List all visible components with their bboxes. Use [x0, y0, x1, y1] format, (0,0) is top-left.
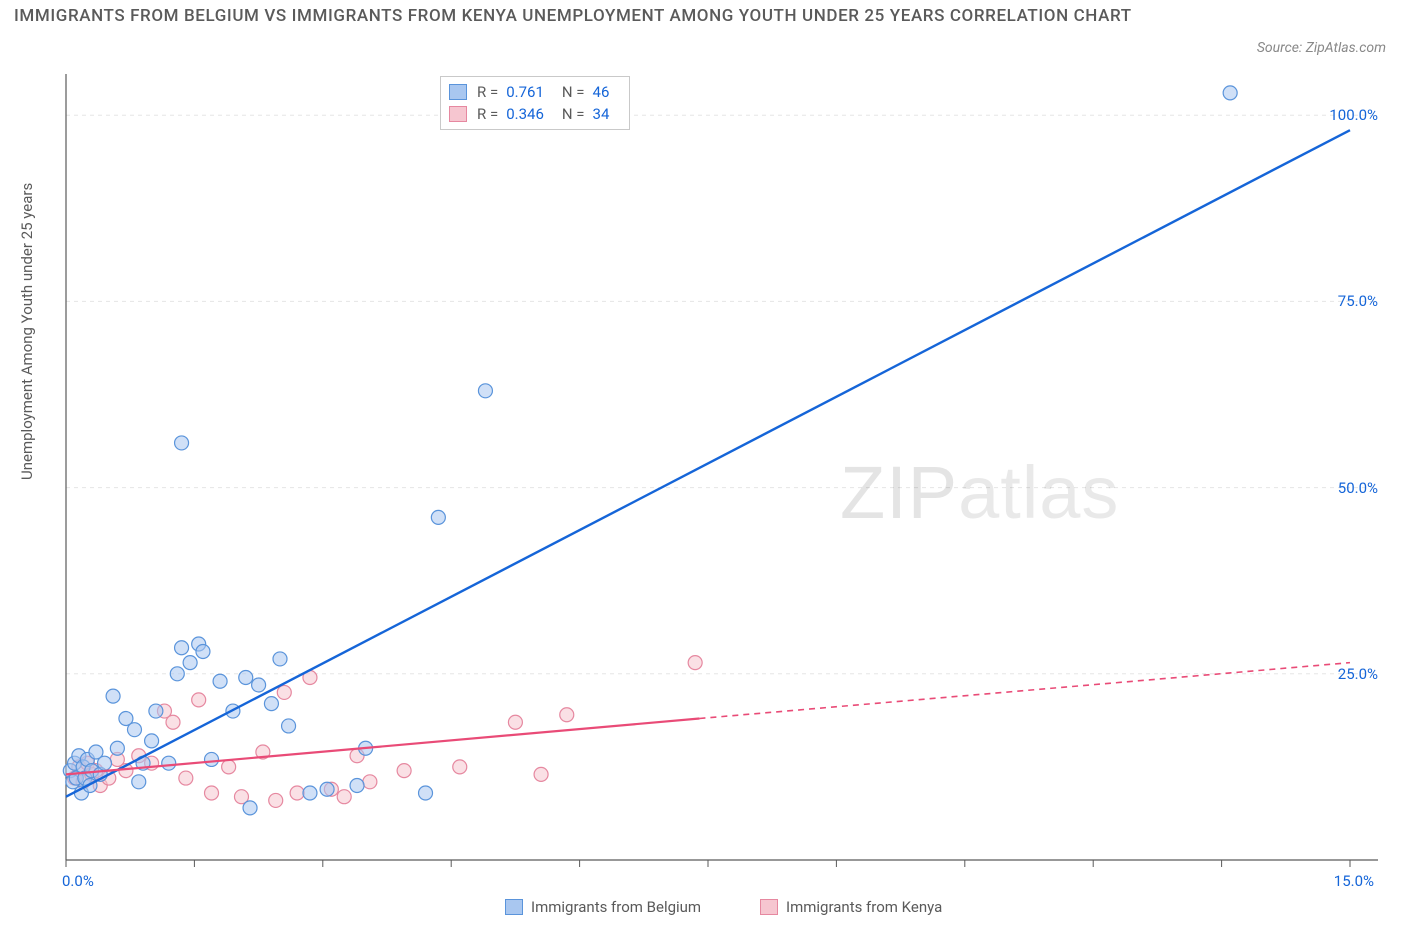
legend-row-b: R = 0.346 N = 34 — [449, 103, 617, 125]
bottom-legend-a: Immigrants from Belgium — [505, 898, 701, 916]
legend-box: R = 0.761 N = 46 R = 0.346 N = 34 — [440, 76, 630, 130]
bottom-label-b: Immigrants from Kenya — [786, 898, 942, 916]
legend-n-value-b: 34 — [593, 105, 610, 123]
y-tick-label: 75.0% — [1338, 292, 1378, 310]
legend-swatch-a — [449, 84, 467, 100]
source-attribution: Source: ZipAtlas.com — [1257, 40, 1386, 56]
legend-r-value-b: 0.346 — [506, 105, 544, 123]
legend-n-label-a: N = — [562, 83, 585, 101]
y-axis-label: Unemployment Among Youth under 25 years — [18, 183, 36, 480]
legend-r-label-b: R = — [477, 105, 498, 123]
bottom-legend-b: Immigrants from Kenya — [760, 898, 942, 916]
bottom-label-a: Immigrants from Belgium — [531, 898, 701, 916]
legend-n-value-a: 46 — [593, 83, 610, 101]
chart-svg — [60, 70, 1380, 890]
legend-r-label-a: R = — [477, 83, 498, 101]
bottom-swatch-a — [505, 899, 523, 915]
chart-title: IMMIGRANTS FROM BELGIUM VS IMMIGRANTS FR… — [14, 4, 1132, 30]
plot-area: ZIPatlas R = 0.761 N = 46 R = 0.346 N = … — [60, 70, 1380, 890]
x-tick-label: 15.0% — [1334, 872, 1374, 890]
x-tick-label: 0.0% — [62, 872, 94, 890]
legend-n-label-b: N = — [562, 105, 585, 123]
legend-swatch-b — [449, 106, 467, 122]
y-tick-label: 25.0% — [1338, 665, 1378, 683]
legend-row-a: R = 0.761 N = 46 — [449, 81, 617, 103]
legend-r-value-a: 0.761 — [506, 83, 544, 101]
y-tick-label: 50.0% — [1338, 479, 1378, 497]
y-tick-label: 100.0% — [1329, 106, 1378, 124]
bottom-swatch-b — [760, 899, 778, 915]
